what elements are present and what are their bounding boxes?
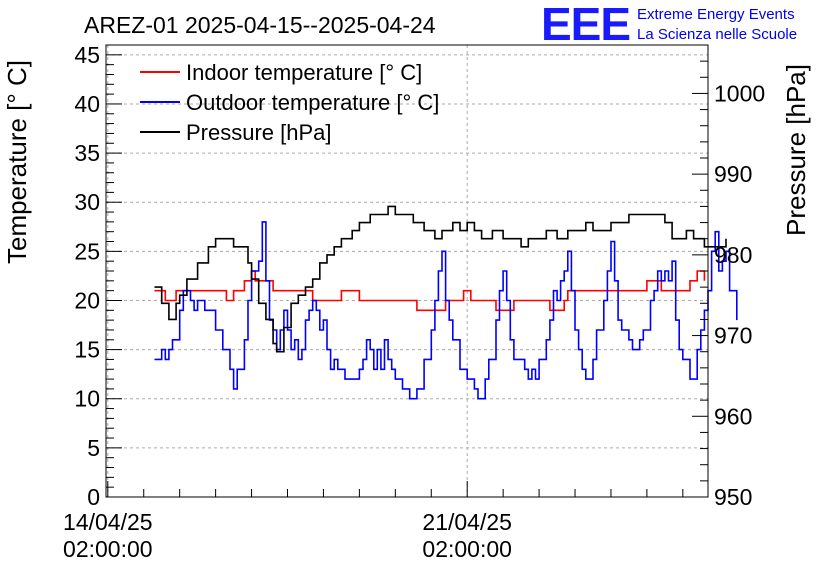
x-tick-label-date: 21/04/25 [422, 509, 512, 535]
y-tick-label: 15 [74, 337, 100, 363]
x-tick-label-time: 02:00:00 [422, 536, 512, 562]
y-tick-label: 30 [74, 189, 100, 215]
y-tick-label: 40 [74, 91, 100, 117]
y2-tick-label: 960 [714, 403, 752, 429]
logo-line-1: Extreme Energy Events [637, 6, 795, 23]
series-pressure [154, 205, 727, 353]
y-axis-label: Temperature [° C] [2, 60, 32, 264]
legend-label-pressure: Pressure [hPa] [186, 120, 332, 145]
legend: Indoor temperature [° C] Outdoor tempera… [140, 60, 439, 145]
legend-label-outdoor: Outdoor temperature [° C] [186, 90, 439, 115]
legend-label-indoor: Indoor temperature [° C] [186, 60, 422, 85]
y-tick-label: 25 [74, 238, 100, 264]
y2-tick-label: 950 [714, 484, 752, 510]
y-tick-label: 45 [74, 42, 100, 68]
axes-layer: 0 5 10 15 20 25 30 35 40 45 950 960 970 980 990 1000 14/… [63, 42, 765, 562]
y-tick-label: 20 [74, 287, 100, 313]
eee-logo: EEE Extreme Energy Events La Scienza nel… [541, 0, 797, 50]
series-indoor-temperature [154, 270, 706, 312]
y2-tick-label: 980 [714, 242, 752, 268]
x-tick-label-time: 02:00:00 [63, 536, 153, 562]
logo-line-2: La Scienza nelle Scuole [637, 26, 797, 43]
y2-tick-label: 1000 [714, 80, 765, 106]
series-layer [154, 205, 738, 400]
logo-letters: EEE [541, 0, 630, 50]
y2-axis-label: Pressure [hPa] [781, 64, 811, 236]
y2-tick-label: 990 [714, 161, 752, 187]
y-tick-label: 5 [87, 435, 100, 461]
y-tick-label: 10 [74, 386, 100, 412]
y-tick-label: 35 [74, 140, 100, 166]
x-tick-label-date: 14/04/25 [63, 509, 153, 535]
chart-title: AREZ-01 2025-04-15--2025-04-24 [84, 12, 436, 38]
series-outdoor-temperature [154, 221, 738, 400]
y-tick-label: 0 [87, 484, 100, 510]
y2-tick-label: 970 [714, 323, 752, 349]
